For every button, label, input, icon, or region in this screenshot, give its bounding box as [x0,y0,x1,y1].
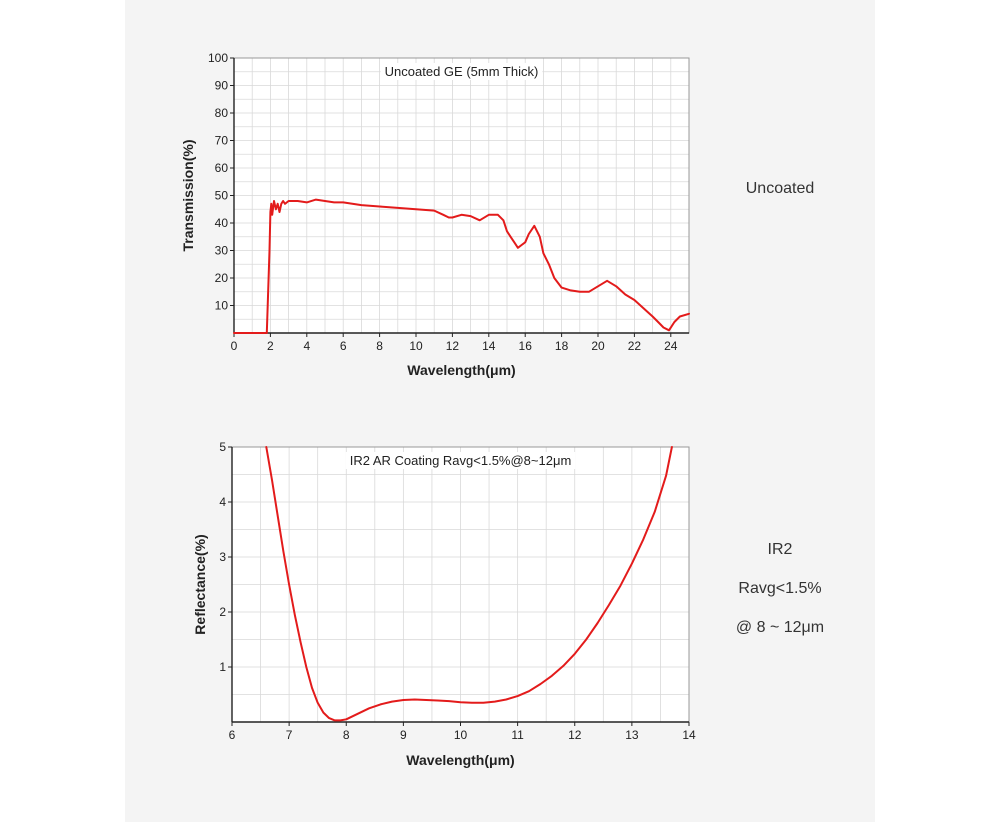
chart1-x-axis-label: Wavelength(μm) [407,362,515,378]
chart1-y-tick-label: 70 [215,134,229,148]
ir2-label: IR2 [767,541,793,558]
chart2-y-tick-label: 3 [219,550,226,564]
chart2-x-tick-label: 14 [682,728,696,742]
chart2-series-line [265,446,673,722]
chart1-x-tick-label: 18 [555,339,569,353]
chart1-y-tick-label: 100 [208,51,228,65]
chart1-y-axis-label: Transmission(%) [180,139,196,251]
chart2-x-axis-label: Wavelength(μm) [406,752,514,768]
chart1-x-tick-label: 10 [409,339,423,353]
chart1-y-tick-label: 50 [215,189,229,203]
chart1-x-tick-label: 22 [628,339,642,353]
chart2-x-tick-label: 10 [454,728,468,742]
chart1-x-tick-label: 16 [519,339,533,353]
chart2-y-tick-label: 4 [219,495,226,509]
chart1-y-tick-label: 30 [215,244,229,258]
chart2-x-tick-label: 12 [568,728,582,742]
chart1-series-line [233,198,690,334]
chart2-y-axis-label: Reflectance(%) [192,534,208,634]
chart2-y-tick-label: 1 [219,660,226,674]
chart2-x-tick-label: 8 [343,728,350,742]
uncoated-label: Uncoated [745,180,815,197]
chart2-x-tick-label: 11 [511,728,524,742]
chart2-y-tick-label: 5 [219,440,226,454]
chart2-title-background [345,452,576,469]
chart1-x-tick-label: 14 [482,339,496,353]
chart2-x-tick-label: 7 [286,728,293,742]
chart1-x-tick-label: 2 [267,339,274,353]
chart2-x-tick-label: 6 [229,728,236,742]
chart1-y-tick-label: 80 [215,106,229,120]
chart1-y-tick-label: 60 [215,161,229,175]
chart1-title-background [380,63,543,80]
chart2-x-tick-label: 13 [625,728,639,742]
chart1-y-tick-label: 40 [215,216,229,230]
chart1-y-tick-label: 90 [215,79,229,93]
chart2-y-tick-label: 2 [219,605,226,619]
chart1-x-tick-label: 12 [446,339,460,353]
chart1-y-tick-label: 20 [215,271,229,285]
chart1-x-tick-label: 24 [664,339,678,353]
ravg-label: Ravg<1.5% [738,580,822,597]
chart1-x-tick-label: 4 [303,339,310,353]
chart1-x-tick-label: 0 [231,339,238,353]
chart2-x-tick-label: 9 [400,728,407,742]
chart1-x-tick-label: 20 [591,339,605,353]
chart1-title: Uncoated GE (5mm Thick) [385,64,539,79]
chart2-title: IR2 AR Coating Ravg<1.5%@8~12μm [350,453,572,468]
chart1-y-tick-label: 10 [215,299,229,313]
wavelength-range-label: @ 8 ~ 12μm [735,619,825,636]
chart1-x-tick-label: 6 [340,339,347,353]
chart1-x-tick-label: 8 [376,339,383,353]
